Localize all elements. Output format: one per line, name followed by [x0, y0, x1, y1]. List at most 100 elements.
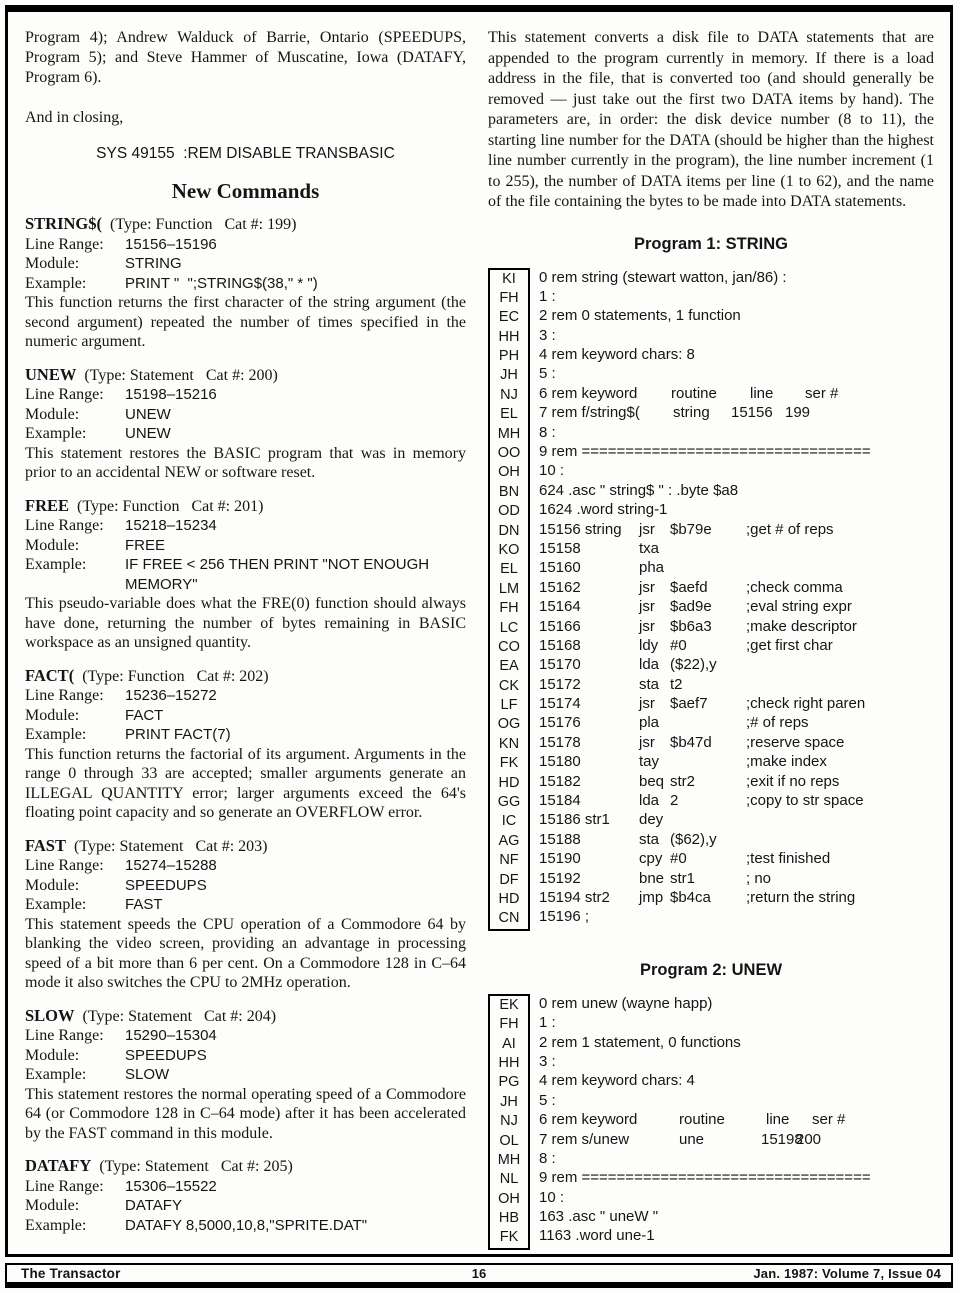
listing-segment: 1 : [539, 287, 556, 305]
command-name: FAST [25, 835, 66, 855]
listing-segment: jsr [639, 733, 655, 751]
command-heading: UNEW (Type: Statement Cat #: 200) [25, 365, 466, 386]
checksum-code: NJ [500, 1113, 518, 1130]
checksum-code: DF [499, 871, 519, 888]
program-1-title: Program 1: STRING [633, 234, 789, 253]
checksum-code: NL [499, 1171, 519, 1188]
listing-segment: 9 rem ================================= [539, 1169, 871, 1187]
listing-segment: jsr [639, 617, 655, 635]
checksum-code: NF [499, 852, 519, 869]
field-value: STRING [125, 255, 182, 272]
listing-segment: 15176 [539, 714, 581, 732]
command-description: This pseudo-variable does what the FRE(0… [25, 595, 466, 651]
listing-line: 15176 pla ;# of reps [539, 713, 934, 732]
field-value: 15290–15304 [125, 1027, 217, 1044]
command-type-info: (Type: Function Cat #: 201) [69, 497, 264, 515]
command-heading: FAST (Type: Statement Cat #: 203) [25, 836, 466, 857]
listing-line: 0 rem string (stewart watton, jan/86) : [539, 268, 934, 287]
listing-segment: line [750, 384, 774, 402]
field-value: MEMORY" [125, 575, 198, 593]
listing-line: 15180 tay ;make index [539, 752, 934, 771]
checksum-codes-column: KI FH EC HH PH JH NJ EL MH OO OH BN OD DN KO EL LM FH LC CO… [488, 267, 530, 931]
example-continuation-row: MEMORY" [25, 575, 466, 595]
listing-segment: 4 rem keyword chars: 4 [539, 1072, 695, 1090]
listing-segment: jmp [639, 889, 664, 906]
field-value: DATAFY [125, 1197, 182, 1214]
listing-segment: 1163 .word une-1 [539, 1227, 655, 1245]
command-block: SLOW (Type: Statement Cat #: 204) Line Ra… [25, 1006, 466, 1144]
line-range-row: Line Range: 15306–15522 [25, 1177, 466, 1197]
listing-segment: 624 .asc " string$ " : .byte $a8 [539, 481, 739, 499]
command-name: STRING$( [25, 214, 103, 233]
field-value: 15236–15272 [125, 687, 217, 704]
checksum-code: OH [498, 464, 520, 481]
listing-segment: ser # [805, 384, 839, 402]
listing-segment: ($22),y [670, 656, 717, 674]
program-2-listing: EK FH AI HH PG JH NJ OL MH NL OH HB FK 0 rem unew (w… [488, 993, 934, 1250]
listing-segment: 2 [670, 792, 679, 810]
intro-paragraph: Program 4); Andrew Walduck of Barrie, On… [25, 29, 466, 86]
listing-line: 624 .asc " string$ " : .byte $a8 [539, 481, 934, 500]
listing-segment: txa [639, 539, 660, 557]
listing-segment: 15158 [539, 539, 581, 557]
listing-segment: 7 rem s/unew [539, 1130, 630, 1148]
listing-segment: 0 rem string (stewart watton, jan/86) : [539, 268, 787, 286]
field-value: SPEEDUPS [125, 876, 207, 894]
listing-segment: jsr [639, 598, 655, 616]
listing-segment: 15186 str1 [539, 811, 610, 829]
checksum-code: DN [498, 522, 520, 539]
line-range-row: Line Range: 15236–15272 [25, 686, 466, 706]
listing-line: 9 rem ================================= [539, 442, 934, 461]
checksum-code: OO [497, 445, 521, 462]
left-column: Program 4); Andrew Walduck of Barrie, On… [25, 28, 466, 1254]
example-row: Example: SLOW [25, 1065, 466, 1085]
listing-line: 1 : [539, 287, 934, 306]
listing-line: 15174 jsr $aef7 ;check right paren [539, 694, 934, 713]
listing-segment: 15164 [539, 598, 581, 616]
command-description: This statement speeds the CPU operation … [25, 915, 466, 992]
listing-segment: str1 [670, 869, 696, 887]
command-name: FREE [25, 495, 70, 515]
listing-line: 15168 ldy #0 ;get first char [539, 636, 934, 655]
listing-segment: 5 : [539, 1091, 556, 1109]
listing-segment: 5 : [539, 365, 556, 383]
command-block: FREE (Type: Function Cat #: 201) Line Ran… [25, 496, 466, 653]
checksum-code: CO [498, 638, 520, 655]
listing-segment: 15156 string [539, 520, 622, 538]
listing-segment: beq [639, 772, 665, 790]
listing-segment: 15194 str2 [539, 889, 610, 906]
field-label: Example: [25, 425, 87, 442]
listing-segment: 163 .asc " uneW " [539, 1208, 659, 1226]
listing-line: 10 : [539, 461, 934, 480]
checksum-code: CK [498, 677, 520, 694]
checksum-code: OG [497, 716, 521, 733]
command-description: This function returns the factorial of i… [25, 745, 466, 822]
closing-line: And in closing, [25, 109, 124, 126]
listing-line: 4 rem keyword chars: 4 [539, 1071, 934, 1090]
module-row: Module: STRING [25, 254, 466, 274]
command-description: This statement restores the normal opera… [25, 1085, 466, 1142]
listing-segment: ;check comma [746, 578, 843, 596]
field-label: Example: [25, 896, 87, 913]
checksum-code: EC [498, 309, 520, 326]
listing-lines-column: 0 rem unew (wayne happ): 1 :2 rem 1 state… [530, 994, 934, 1246]
module-row: Module: UNEW [25, 405, 466, 425]
listing-segment: string [673, 404, 710, 422]
field-value: 15306–15522 [125, 1177, 217, 1195]
checksum-code: HD [498, 774, 520, 791]
checksum-code: EL [500, 561, 518, 578]
listing-segment: 2 rem 0 statements, 1 function [539, 307, 741, 325]
command-description: This function returns the first characte… [25, 294, 466, 350]
checksum-code: GG [497, 794, 521, 811]
checksum-code: HH [498, 1054, 520, 1071]
listing-segment: $b47d [670, 733, 712, 751]
listing-segment: lda [639, 656, 660, 674]
command-type-info: (Type: Function Cat #: 199) [102, 216, 297, 233]
listing-segment: 3 : [539, 326, 556, 344]
checksum-code: FH [499, 289, 519, 306]
checksum-code: LF [500, 697, 518, 714]
checksum-code: FH [499, 600, 519, 617]
listing-line: 9 rem ================================= [539, 1168, 934, 1187]
checksum-code: KN [498, 735, 520, 752]
field-value: FAST [125, 896, 163, 913]
